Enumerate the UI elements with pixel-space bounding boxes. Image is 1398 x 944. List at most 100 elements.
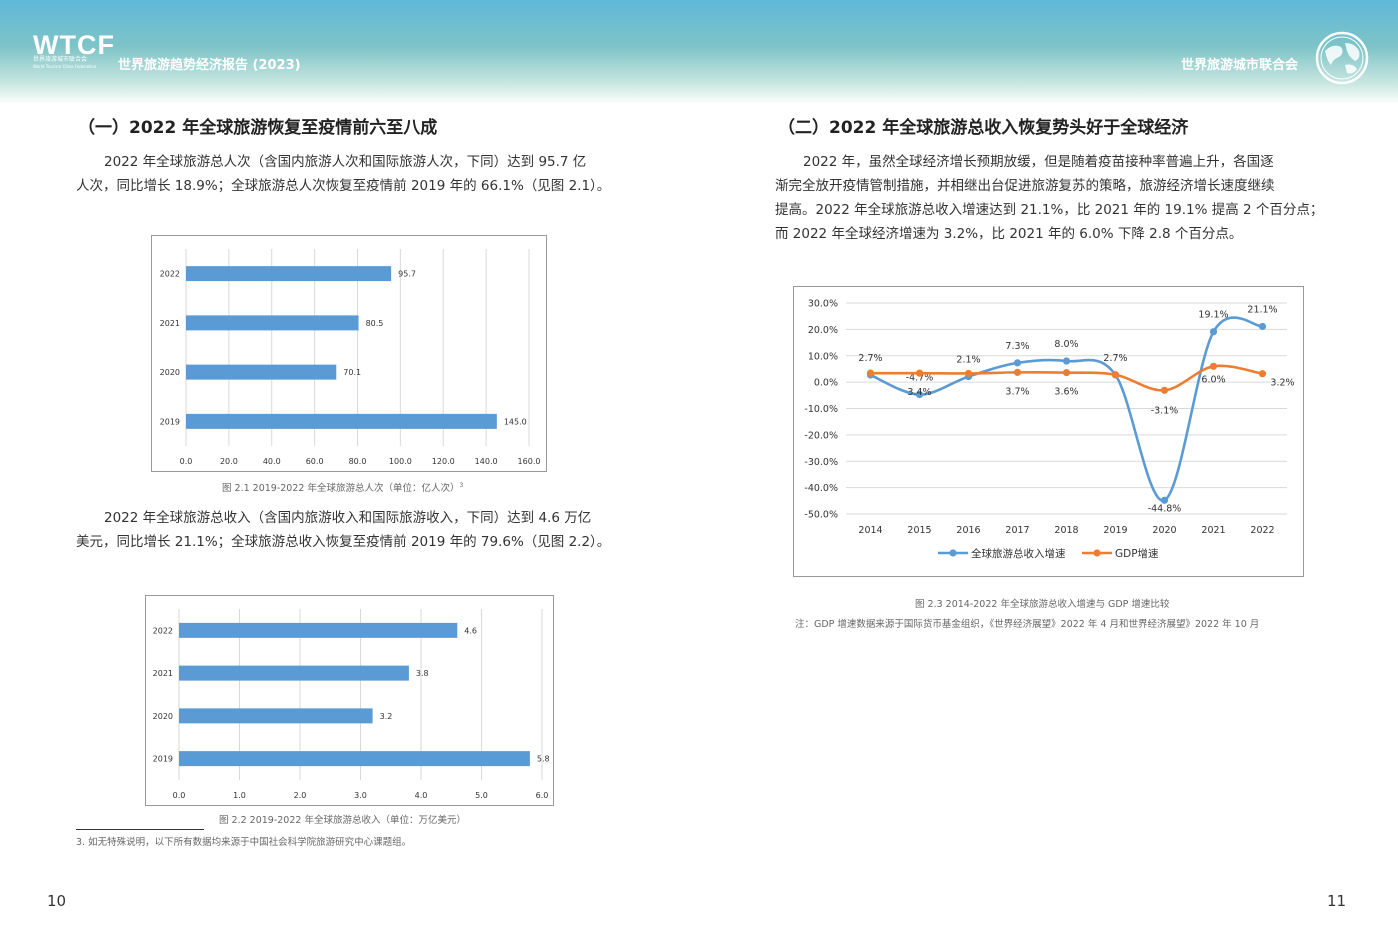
chart-2-3-growth-comparison: 30.0% 20.0% 10.0% 0.0% -10.0% -20.0% -30.0% -40… bbox=[793, 286, 1304, 577]
y-category-label: 2021 bbox=[153, 669, 173, 678]
data-label: 8.0% bbox=[1054, 339, 1078, 350]
logo-subtitle: 世界旅游城市联合会 World Tourism Cities Federatio… bbox=[33, 56, 113, 70]
legend-marker bbox=[949, 549, 957, 557]
x-tick-label: 120.0 bbox=[432, 457, 455, 466]
x-tick-label: 20.0 bbox=[220, 457, 238, 466]
data-label: 3.4% bbox=[907, 387, 931, 398]
y-category-label: 2020 bbox=[153, 712, 173, 721]
x-tick-label: 60.0 bbox=[306, 457, 324, 466]
x-tick-label: 100.0 bbox=[389, 457, 412, 466]
data-point bbox=[964, 369, 973, 378]
bar bbox=[179, 708, 373, 724]
chart-2-2-svg: 0.0 1.0 2.0 3.0 4.0 5.0 6.0 2022 4.6 2021 3.8 2020 3… bbox=[153, 609, 550, 800]
left-paragraph-2: 2022 年全球旅游总收入（含国内旅游收入和国际旅游收入，下同）达到 4.6 万… bbox=[76, 506, 610, 554]
x-tick-label: 2018 bbox=[1054, 525, 1078, 536]
data-point bbox=[915, 390, 924, 399]
figure-2-3-note: 注：GDP 增速数据来源于国际货币基金组织，《世界经济展望》2022 年 4 月… bbox=[795, 619, 1260, 630]
footnote: 3. 如无特殊说明，以下所有数据均来源于中国社会科学院旅游研究中心课题组。 bbox=[76, 837, 412, 848]
page-number-left: 10 bbox=[47, 892, 67, 910]
bar-value-label: 95.7 bbox=[398, 270, 416, 279]
data-point bbox=[1062, 357, 1071, 365]
bar-value-label: 70.1 bbox=[343, 368, 361, 377]
x-tick-label: 2019 bbox=[1103, 525, 1127, 536]
y-tick-label: -30.0% bbox=[804, 457, 838, 468]
data-point bbox=[1209, 328, 1218, 336]
data-label: 3.6% bbox=[1054, 387, 1078, 398]
data-point bbox=[915, 369, 924, 377]
logo-subtitle-cn: 世界旅游城市联合会 bbox=[33, 56, 88, 63]
bar bbox=[186, 315, 359, 331]
data-point bbox=[1160, 496, 1169, 504]
paragraph-line: 而 2022 年全球经济增速为 3.2%，比 2021 年的 6.0% 下降 2… bbox=[775, 226, 1243, 242]
right-section-title: （二）2022 年全球旅游总收入恢复势头好于全球经济 bbox=[778, 118, 1189, 138]
data-label: -3.1% bbox=[1151, 405, 1179, 416]
chart-2-3-svg: 30.0% 20.0% 10.0% 0.0% -10.0% -20.0% -30.0% -40… bbox=[804, 299, 1294, 561]
x-tick-label: 2.0 bbox=[294, 791, 307, 800]
left-section-title: （一）2022 年全球旅游恢复至疫情前六至八成 bbox=[78, 118, 438, 138]
bar bbox=[179, 751, 530, 767]
y-category-label: 2021 bbox=[160, 319, 180, 328]
data-label: 3.2% bbox=[1270, 378, 1294, 389]
paragraph-line: 提高。2022 年全球旅游总收入增速达到 21.1%，比 2021 年的 19.… bbox=[775, 202, 1324, 218]
data-point bbox=[866, 369, 875, 377]
footnote-divider bbox=[76, 829, 204, 830]
y-category-label: 2019 bbox=[160, 417, 180, 426]
bar bbox=[186, 364, 337, 380]
x-tick-label: 0.0 bbox=[180, 457, 193, 466]
figure-2-1-caption: 图 2.1 2019-2022 年全球旅游总人次（单位：亿人次）3 bbox=[222, 480, 463, 494]
x-tick-label: 160.0 bbox=[518, 457, 541, 466]
data-point bbox=[1258, 370, 1267, 378]
paragraph-line: 渐完全放开疫情管制措施，并相继出台促进旅游复苏的策略，旅游经济增长速度继续 bbox=[775, 178, 1275, 194]
right-paragraph: 2022 年，虽然全球经济增长预期放缓，但是随着疫苗接种率普遍上升，各国逐 渐完… bbox=[775, 150, 1323, 246]
data-label: -44.8% bbox=[1148, 503, 1182, 514]
x-tick-label: 2017 bbox=[1005, 525, 1029, 536]
data-label: 19.1% bbox=[1198, 310, 1228, 321]
paragraph-line: 2022 年，虽然全球经济增长预期放缓，但是随着疫苗接种率普遍上升，各国逐 bbox=[803, 154, 1274, 170]
report-title: 世界旅游趋势经济报告 (2023) bbox=[118, 58, 301, 73]
legend-label: 全球旅游总收入增速 bbox=[971, 547, 1066, 560]
logo-subtitle-en: World Tourism Cities Federation bbox=[33, 64, 97, 69]
x-tick-label: 0.0 bbox=[173, 791, 186, 800]
bar-value-label: 4.6 bbox=[464, 626, 477, 635]
bar-value-label: 145.0 bbox=[504, 417, 527, 426]
organization-name: 世界旅游城市联合会 bbox=[1180, 58, 1298, 73]
x-tick-label: 2015 bbox=[907, 525, 931, 536]
left-paragraph-1: 2022 年全球旅游总人次（含国内旅游人次和国际旅游人次，下同）达到 95.7 … bbox=[76, 150, 610, 198]
data-point bbox=[1111, 371, 1120, 379]
figure-2-2-caption: 图 2.2 2019-2022 年全球旅游总收入（单位：万亿美元） bbox=[219, 815, 466, 826]
data-point bbox=[1209, 362, 1218, 370]
x-tick-label: 40.0 bbox=[263, 457, 281, 466]
page-header: WTCF 世界旅游城市联合会 World Tourism Cities Fede… bbox=[0, 0, 1398, 104]
figure-2-3-caption: 图 2.3 2014-2022 年全球旅游总收入增速与 GDP 增速比较 bbox=[915, 599, 1170, 610]
bar-value-label: 3.8 bbox=[416, 669, 429, 678]
data-point bbox=[1013, 359, 1022, 367]
data-label: 3.7% bbox=[1005, 386, 1029, 397]
chart-2-1-tourist-arrivals: 0.0 20.0 40.0 60.0 80.0 100.0 120.0 140.0 160.0 2… bbox=[151, 235, 547, 472]
caption-text: 图 2.1 2019-2022 年全球旅游总人次（单位：亿人次） bbox=[222, 483, 460, 494]
bar bbox=[186, 266, 392, 282]
data-label: -4.7% bbox=[906, 373, 934, 384]
x-tick-label: 80.0 bbox=[349, 457, 367, 466]
y-tick-label: -20.0% bbox=[804, 430, 838, 441]
y-tick-label: -50.0% bbox=[804, 510, 838, 521]
x-tick-label: 2022 bbox=[1250, 525, 1274, 536]
wtcf-logo: WTCF bbox=[33, 30, 115, 60]
bar-value-label: 3.2 bbox=[380, 712, 393, 721]
x-tick-label: 1.0 bbox=[233, 791, 246, 800]
y-tick-label: 30.0% bbox=[808, 299, 838, 310]
y-category-label: 2020 bbox=[160, 368, 180, 377]
x-tick-label: 140.0 bbox=[475, 457, 498, 466]
y-tick-label: 20.0% bbox=[808, 325, 838, 336]
x-tick-label: 5.0 bbox=[475, 791, 488, 800]
chart-2-2-tourism-revenue: 0.0 1.0 2.0 3.0 4.0 5.0 6.0 2022 4.6 2021 3.8 2020 3… bbox=[145, 595, 554, 806]
paragraph-line: 美元，同比增长 21.1%；全球旅游总收入恢复至疫情前 2019 年的 79.6… bbox=[76, 534, 611, 550]
paragraph-line: 2022 年全球旅游总人次（含国内旅游人次和国际旅游人次，下同）达到 95.7 … bbox=[104, 154, 587, 170]
footnote-marker: 3 bbox=[459, 481, 464, 489]
bar-value-label: 5.8 bbox=[537, 755, 550, 764]
x-tick-label: 4.0 bbox=[415, 791, 428, 800]
data-label: 2.7% bbox=[858, 353, 882, 364]
page-number-right: 11 bbox=[1327, 892, 1347, 910]
y-tick-label: -10.0% bbox=[804, 404, 838, 415]
y-category-label: 2022 bbox=[160, 270, 180, 279]
y-category-label: 2022 bbox=[153, 626, 173, 635]
